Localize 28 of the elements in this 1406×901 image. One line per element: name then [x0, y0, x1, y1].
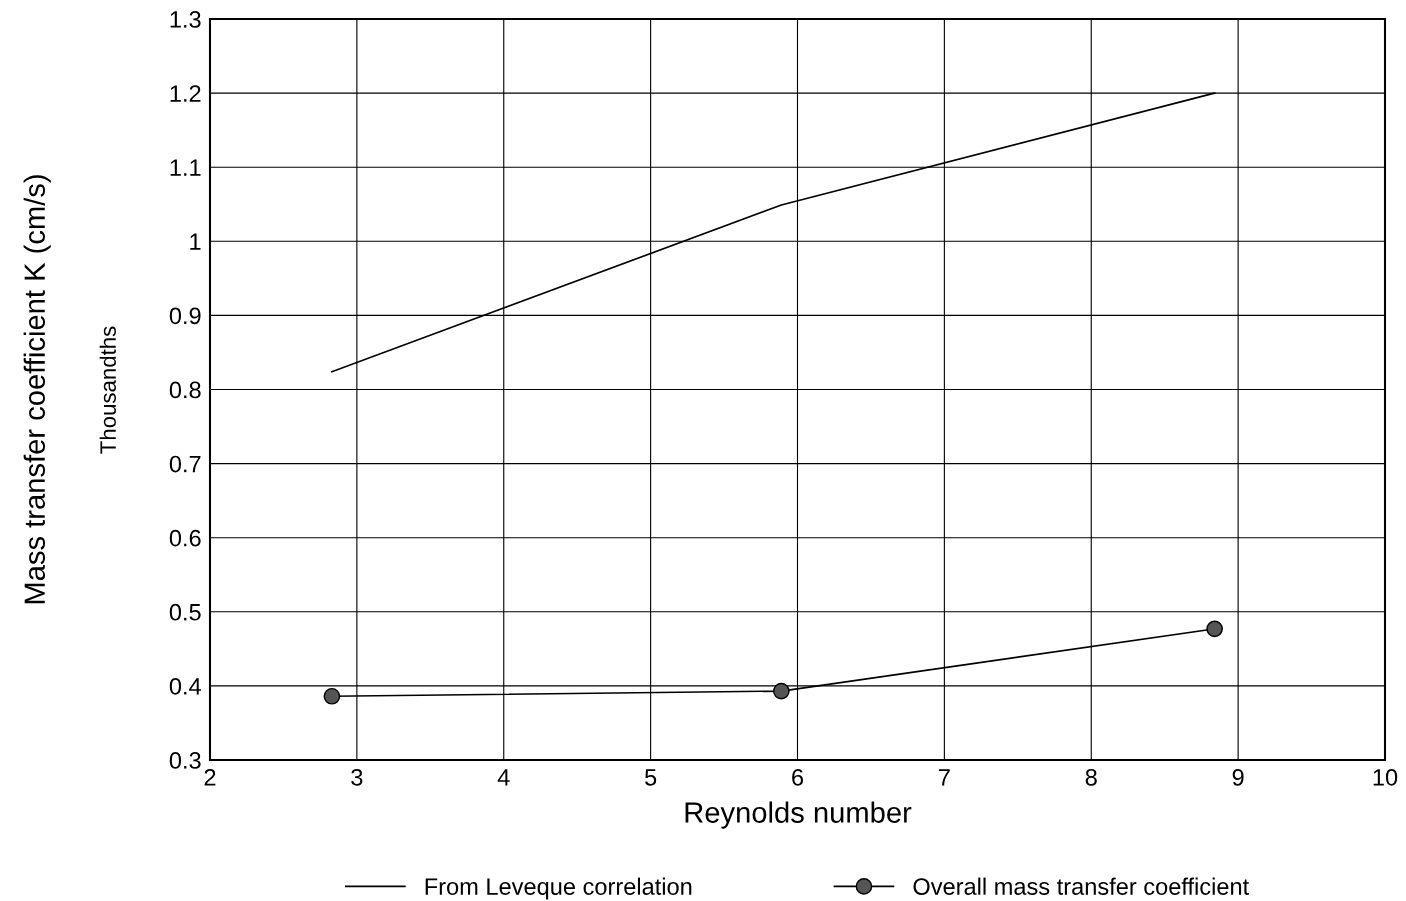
point [1206, 620, 1223, 638]
x-tick-label: 7 [939, 769, 950, 786]
x-tick-label: 5 [645, 769, 657, 786]
y-tick-label: 0.8 [169, 381, 201, 399]
y-tick-label: 1.1 [170, 159, 201, 176]
y-tick-label: 1.3 [170, 11, 201, 28]
x-axis-title: Reynolds number [685, 801, 912, 829]
x-tick-label: 6 [792, 768, 804, 786]
point [323, 687, 341, 705]
x-tick-label: 4 [497, 769, 510, 786]
x-tick-label: 8 [1085, 768, 1097, 786]
y-tick-label: 0.7 [169, 455, 201, 473]
y-tick-label: 0.6 [169, 529, 201, 547]
x-tick-label: 2 [204, 768, 216, 786]
y-axis-title: Mass transfer coefficient K (cm/s) [23, 175, 51, 604]
y-tick-label: 1.2 [170, 85, 201, 102]
text: Thousandths [99, 326, 116, 454]
x-tick-label: 9 [1232, 768, 1244, 786]
y-tick-label: 0.3 [169, 752, 201, 769]
y-tick-label: 1 [190, 233, 201, 250]
point [773, 682, 790, 700]
legend-label: Overall mass transfer coefficient [913, 877, 1249, 895]
y-tick-label: 0.4 [169, 677, 201, 695]
y-tick-label: 0.5 [169, 603, 201, 621]
legend-label: From Leveque correlation [425, 877, 692, 900]
x-tick-label: 3 [351, 768, 363, 786]
x-tick-label: 10 [1373, 768, 1398, 786]
y-tick-label: 0.9 [169, 307, 201, 325]
